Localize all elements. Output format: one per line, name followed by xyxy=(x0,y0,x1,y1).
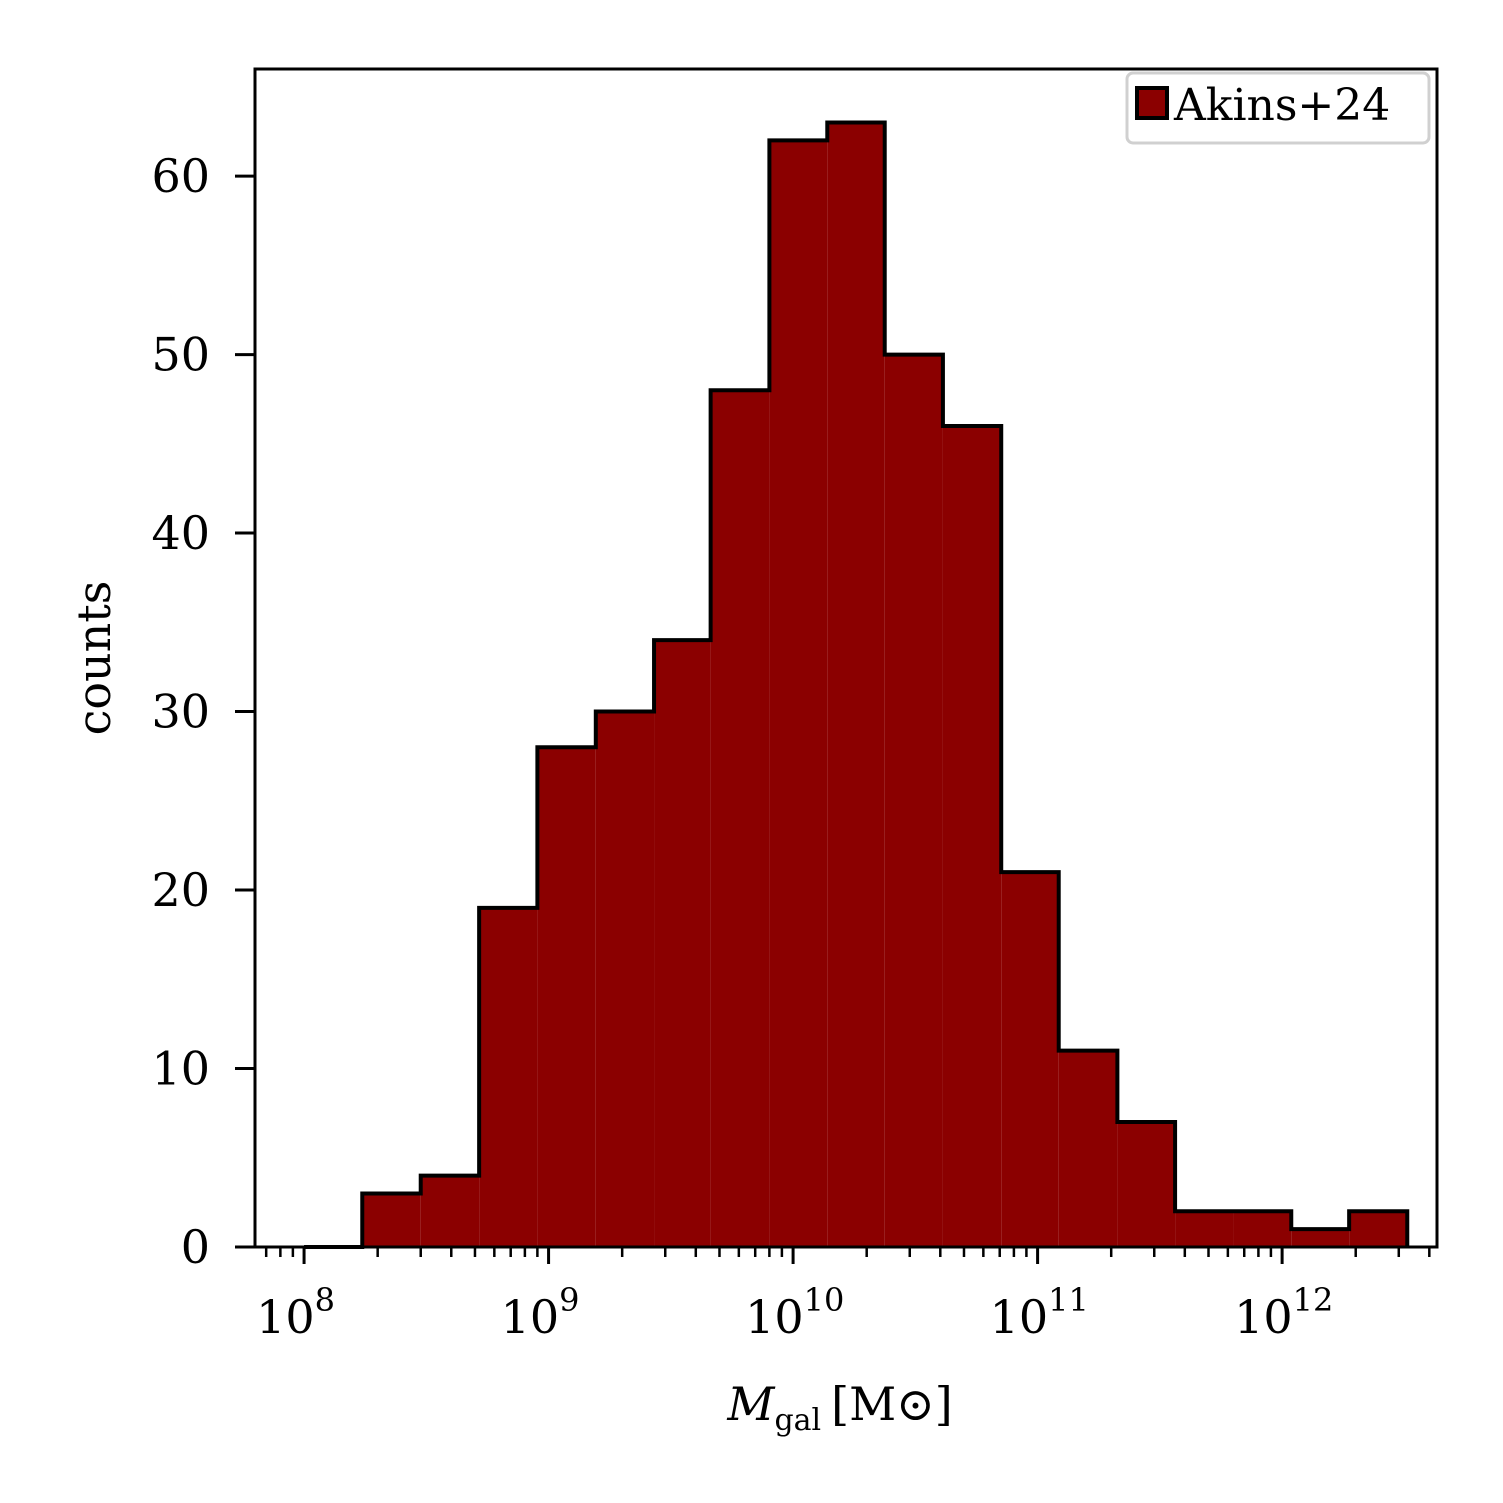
plot-frame xyxy=(253,67,1439,1249)
histogram-bar xyxy=(1349,1211,1408,1247)
x-axis-label-main: M xyxy=(726,1377,776,1431)
histogram-bar xyxy=(710,390,770,1248)
x-axis-label-sub: gal xyxy=(774,1403,821,1438)
x-tick-label: 108 xyxy=(256,1281,335,1344)
histogram-bar xyxy=(654,640,711,1247)
histogram-bar xyxy=(362,1193,421,1247)
histogram-bar xyxy=(942,425,1002,1247)
histogram-bars xyxy=(304,120,1410,1249)
y-tick-label: 20 xyxy=(151,863,210,917)
histogram-bar xyxy=(420,1175,480,1247)
histogram-outline xyxy=(304,120,1410,1249)
x-axis-label-unit: [M⊙] xyxy=(831,1377,953,1431)
histogram-bar xyxy=(827,122,885,1248)
x-tick-label: 109 xyxy=(501,1281,580,1344)
x-axis-label: Mgal [M⊙] xyxy=(726,1377,952,1438)
histogram-bar xyxy=(1058,1050,1118,1247)
legend-swatch xyxy=(1135,86,1169,120)
axes-frame xyxy=(253,67,1439,1249)
y-tick-label: 60 xyxy=(151,149,210,203)
histogram-bar xyxy=(1001,872,1059,1247)
histogram-bar xyxy=(769,140,828,1248)
y-tick-label: 40 xyxy=(151,506,210,560)
x-axis-ticks: 108 109 1010 1011 1012 xyxy=(256,1247,1431,1344)
y-tick-label: 50 xyxy=(151,328,210,382)
histogram-bar xyxy=(1233,1211,1292,1247)
legend-label: Akins+24 xyxy=(1173,80,1390,131)
histogram-bar xyxy=(595,711,655,1247)
y-axis-ticks: 0 10 20 30 40 50 60 xyxy=(151,149,255,1274)
y-tick-label: 10 xyxy=(151,1042,210,1096)
histogram-bar xyxy=(1117,1122,1176,1247)
histogram-bar xyxy=(1291,1229,1350,1247)
x-tick-label: 1011 xyxy=(990,1281,1089,1344)
histogram-bar xyxy=(537,747,596,1247)
y-tick-label: 30 xyxy=(151,685,210,739)
y-axis-label: counts xyxy=(67,581,121,736)
x-tick-label: 1012 xyxy=(1234,1281,1333,1344)
legend: Akins+24 xyxy=(1125,71,1431,145)
histogram-bar xyxy=(1175,1211,1234,1247)
legend-box xyxy=(1125,71,1431,145)
histogram-bar xyxy=(884,354,943,1247)
histogram-bar xyxy=(479,907,538,1247)
x-tick-label: 1010 xyxy=(745,1281,844,1344)
y-tick-label: 0 xyxy=(181,1220,210,1274)
